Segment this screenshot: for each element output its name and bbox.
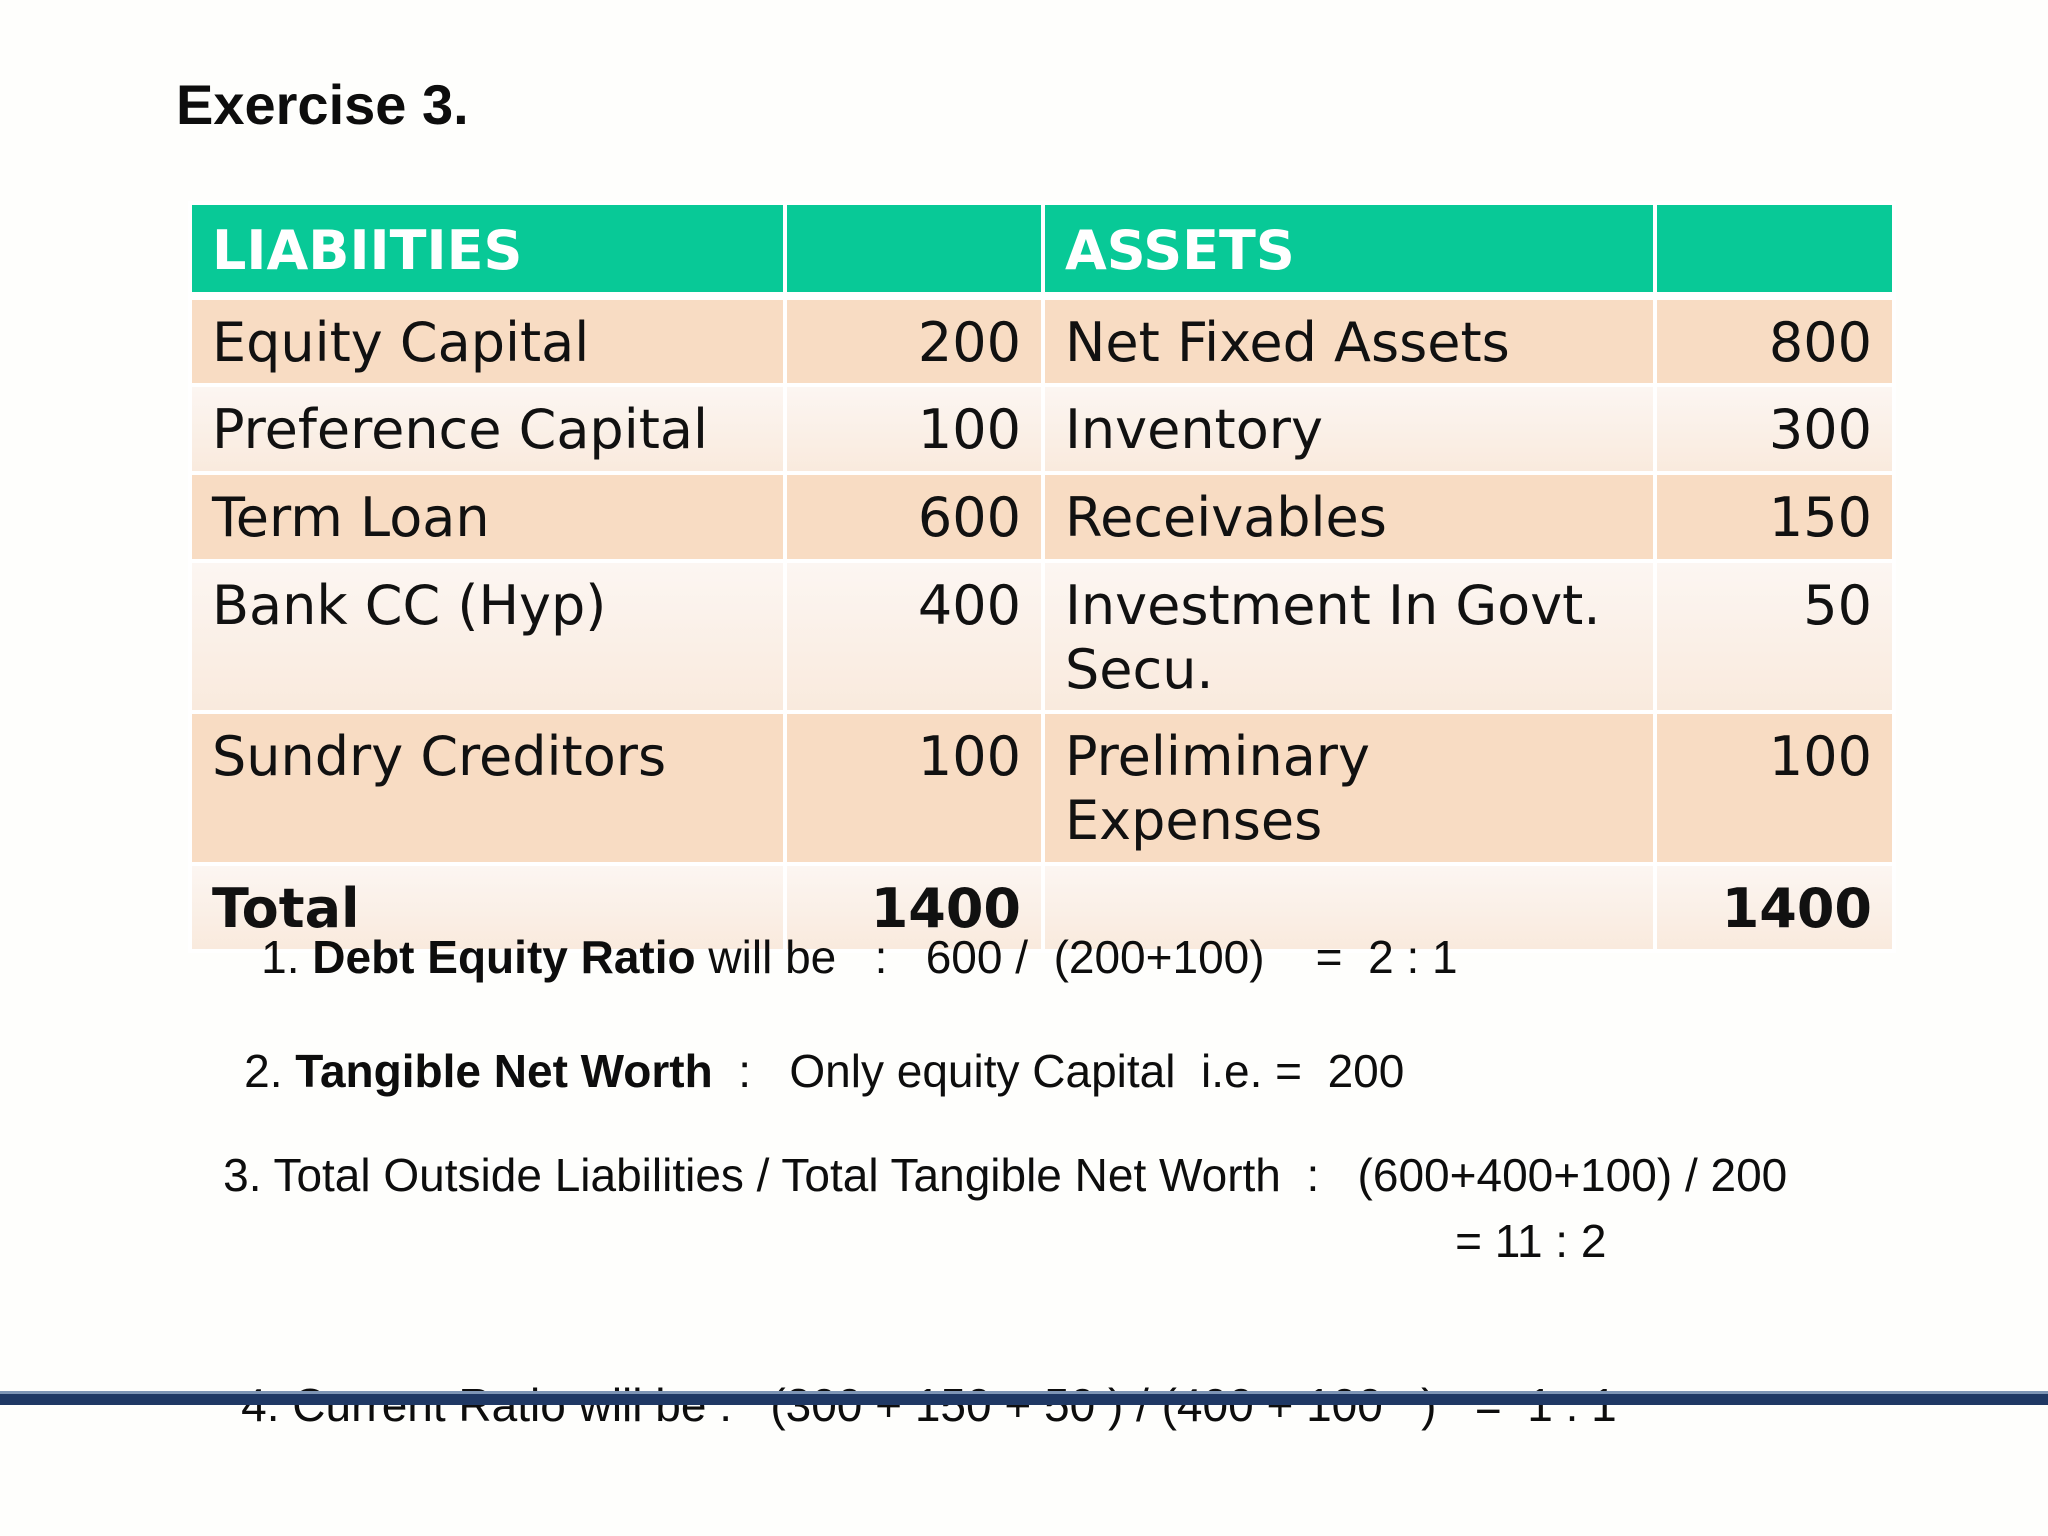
assets-value-header-cell [1653,201,1896,300]
total-label-cell: Total [188,861,787,954]
liability-value-cell: 600 [783,471,1045,563]
table-row: Equity Capital 200 Net Fixed Assets 800 [188,293,1896,388]
asset-value-cell: 300 [1653,383,1896,476]
balance-sheet-table: LIABIITIES ASSETS Equity Capital 200 Net… [188,201,1896,954]
table-total-row: Total 1400 1400 [188,861,1896,954]
asset-name-cell: Preliminary Expenses [1041,710,1657,866]
liability-value-cell: 400 [783,558,1045,715]
outside-liabilities-ratio-result: = 11 : 2 [1404,1160,1606,1322]
asset-value-cell: 800 [1653,293,1896,388]
table-header-row: LIABIITIES ASSETS [188,201,1896,300]
total-asset-value-cell: 1400 [1653,861,1896,954]
liability-value-cell: 100 [783,383,1045,476]
balance-sheet-table-wrap: LIABIITIES ASSETS Equity Capital 200 Net… [188,201,1896,954]
liabilities-header-cell: LIABIITIES [188,201,787,300]
line4-text: 4. Current Ratio will be : (300 + 150 + … [241,1379,1617,1431]
total-liability-value-cell: 1400 [783,861,1045,954]
line2-calculation: : Only equity Capital i.e. = 200 [712,1045,1405,1097]
line1-calculation: will be : 600 / (200+100) = 2 : 1 [695,931,1458,983]
debt-equity-ratio-line: 1. Debt Equity Ratio will be : 600 / (20… [210,876,1458,1038]
asset-value-cell: 150 [1653,471,1896,563]
table-row: Term Loan 600 Receivables 150 [188,471,1896,563]
assets-header-cell: ASSETS [1041,201,1657,300]
liability-name-cell: Bank CC (Hyp) [188,558,787,715]
asset-name-cell: Net Fixed Assets [1041,293,1657,388]
bottom-divider-rule [0,1391,2048,1405]
liability-name-cell: Preference Capital [188,383,787,476]
slide-title: Exercise 3. [176,73,469,136]
line2-bold-term: Tangible Net Worth [295,1045,713,1097]
table-row: Bank CC (Hyp) 400 Investment In Govt. Se… [188,558,1896,715]
total-empty-cell [1041,861,1657,954]
asset-name-cell: Receivables [1041,471,1657,563]
line3-text: 3. Total Outside Liabilities / Total Tan… [223,1149,1788,1201]
liability-value-cell: 100 [783,710,1045,866]
table-row: Preference Capital 100 Inventory 300 [188,383,1896,476]
liability-value-cell: 200 [783,293,1045,388]
asset-name-cell: Investment In Govt. Secu. [1041,558,1657,715]
line2-prefix: 2. [244,1045,296,1097]
liability-name-cell: Sundry Creditors [188,710,787,866]
line3-continuation: = 11 : 2 [1455,1215,1607,1267]
asset-value-cell: 100 [1653,710,1896,866]
table-row: Sundry Creditors 100 Preliminary Expense… [188,710,1896,866]
outside-liabilities-ratio-line: 3. Total Outside Liabilities / Total Tan… [172,1094,1787,1256]
tangible-net-worth-line: 2. Tangible Net Worth : Only equity Capi… [193,990,1404,1152]
line1-bold-term: Debt Equity Ratio [312,931,696,983]
asset-value-cell: 50 [1653,558,1896,715]
liabilities-value-header-cell [783,201,1045,300]
asset-name-cell: Inventory [1041,383,1657,476]
current-ratio-line: 4. Current Ratio will be : (300 + 150 + … [190,1324,1617,1486]
line1-prefix: 1. [261,931,313,983]
liability-name-cell: Term Loan [188,471,787,563]
liability-name-cell: Equity Capital [188,293,787,388]
